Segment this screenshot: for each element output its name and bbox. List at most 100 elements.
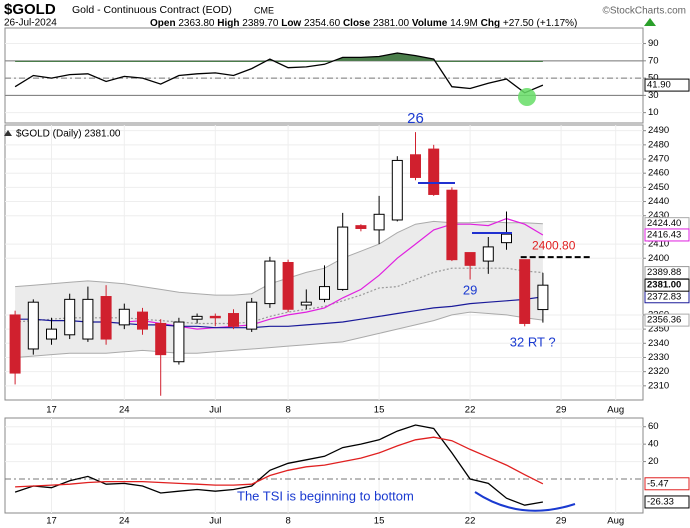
level-label: 2400.80 xyxy=(532,238,576,252)
value-tag-label: 2389.88 xyxy=(647,267,681,278)
x-tick-label: Jul xyxy=(209,516,221,527)
field-value: 14.9M xyxy=(450,18,478,29)
candle-body xyxy=(209,315,221,319)
x-tick-label: 29 xyxy=(556,405,567,416)
candle-body xyxy=(446,189,458,261)
value-tag xyxy=(644,278,690,292)
annotation: 26 xyxy=(407,110,424,127)
field-value: 2389.70 xyxy=(242,18,279,29)
candle-body xyxy=(282,262,294,310)
candle-body xyxy=(537,284,549,311)
value-tag-label: -5.47 xyxy=(647,478,669,489)
y-tick-label: 2400 xyxy=(648,253,669,264)
y-tick-label: 50 xyxy=(648,73,659,84)
y-tick-label: 2310 xyxy=(648,380,669,391)
candle-body xyxy=(100,296,112,340)
quote-line: Open 2363.80 High 2389.70 Low 2354.60 Cl… xyxy=(150,18,577,29)
field-value: 2363.80 xyxy=(178,18,215,29)
y-tick-label: 2470 xyxy=(648,154,669,165)
y-tick-label: 40 xyxy=(648,439,659,450)
x-tick-label: Jul xyxy=(209,405,221,416)
date: 26-Jul-2024 xyxy=(4,18,57,29)
x-tick-label: 17 xyxy=(46,405,57,416)
candle-body xyxy=(464,252,476,266)
annotation: 32 RT ? xyxy=(510,334,556,349)
x-tick-label: 17 xyxy=(46,516,57,527)
x-tick-label: 29 xyxy=(556,516,567,527)
value-tag xyxy=(644,78,690,92)
candle-body xyxy=(519,259,531,324)
panel-icon xyxy=(4,130,12,136)
moving-average xyxy=(124,217,544,330)
x-tick-label: 22 xyxy=(465,405,476,416)
candle-body xyxy=(27,301,39,350)
field-value: 2381.00 xyxy=(373,18,410,29)
y-tick-label: 2410 xyxy=(648,239,669,250)
indicator-line xyxy=(15,436,544,488)
value-tag-label: 41.90 xyxy=(647,80,671,91)
x-tick-label: 15 xyxy=(374,405,385,416)
candle-body xyxy=(373,213,385,231)
candle-body xyxy=(82,298,94,340)
x-tick-label: 15 xyxy=(374,516,385,527)
field-label: Low xyxy=(281,18,301,29)
candle-body xyxy=(9,314,21,374)
y-tick-label: 2460 xyxy=(648,168,669,179)
candle-body xyxy=(64,298,76,336)
value-tag-label: 2372.83 xyxy=(647,291,681,302)
y-tick-label: 20 xyxy=(648,456,659,467)
x-tick-label: 8 xyxy=(285,405,290,416)
candle-body xyxy=(228,313,239,327)
candle-body xyxy=(300,301,312,306)
indicator-line xyxy=(14,52,544,94)
y-tick-label: 2490 xyxy=(648,125,669,136)
rsi-panel xyxy=(4,27,644,124)
value-tag xyxy=(644,495,690,509)
candle-body xyxy=(46,328,57,340)
field-label: Open xyxy=(150,18,176,29)
candle-body xyxy=(391,159,403,221)
candle-body xyxy=(246,301,258,330)
y-tick-label: 90 xyxy=(648,38,659,49)
annotation: The TSI is beginning to bottom xyxy=(237,488,414,503)
y-tick-label: 2330 xyxy=(648,352,669,363)
instrument-name: Gold - Continuous Contract (EOD) xyxy=(72,4,232,16)
plot-layer: 10 30 50 70 90 41.90 17 24 Jul 8 15 22 29 Aug 2310 2320… xyxy=(5,38,690,527)
candle-body xyxy=(410,154,421,178)
symbol: $GOLD xyxy=(4,1,56,18)
annotation: 29 xyxy=(463,282,477,297)
x-tick-label: 24 xyxy=(119,516,130,527)
field-value: +27.50 (+1.17%) xyxy=(503,18,578,29)
candle-body xyxy=(501,233,512,244)
candle-body xyxy=(264,260,276,305)
x-tick-label: 8 xyxy=(285,516,290,527)
x-tick-label: Aug xyxy=(607,516,624,527)
candle-body xyxy=(337,226,349,290)
x-tick-label: 24 xyxy=(119,405,130,416)
y-tick-label: 70 xyxy=(648,55,659,66)
value-tag-label: 2424.40 xyxy=(647,218,681,229)
up-arrow-icon xyxy=(644,18,656,26)
bottom-arc xyxy=(474,491,576,512)
candle-body xyxy=(118,308,130,326)
value-tag-label: -26.33 xyxy=(647,496,674,507)
value-tag-label: 2356.36 xyxy=(647,315,681,326)
y-tick-label: 2480 xyxy=(648,139,669,150)
y-tick-label: 2320 xyxy=(648,366,669,377)
y-tick-label: 30 xyxy=(648,90,659,101)
value-tag xyxy=(644,313,690,327)
value-tag xyxy=(644,228,690,242)
candle-body xyxy=(319,286,330,300)
candle-body xyxy=(428,148,440,195)
candle-body xyxy=(173,321,185,363)
value-tag xyxy=(644,266,690,280)
candle-body xyxy=(137,311,148,330)
field-label: Volume xyxy=(412,18,448,29)
y-tick-label: 2340 xyxy=(648,338,669,349)
indicator-line xyxy=(14,424,544,506)
y-tick-label: 2440 xyxy=(648,196,669,207)
y-tick-label: 10 xyxy=(648,107,659,118)
highlight-circle xyxy=(518,88,536,106)
candle-body xyxy=(191,315,203,320)
candle-body xyxy=(482,246,494,262)
